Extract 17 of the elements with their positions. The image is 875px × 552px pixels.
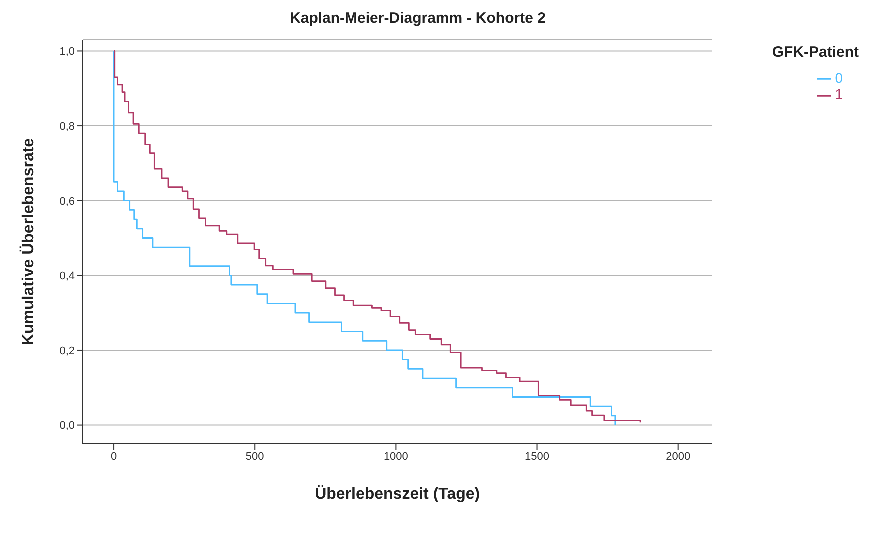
y-tick-label: 1,0 bbox=[60, 46, 75, 58]
legend-title: GFK-Patient bbox=[772, 44, 859, 61]
x-tick-label: 2000 bbox=[666, 450, 691, 463]
x-tick-label: 1000 bbox=[384, 450, 408, 463]
legend-label: 1 bbox=[835, 86, 843, 102]
y-tick-label: 0,2 bbox=[60, 345, 75, 358]
x-axis-title: Überlebenszeit (Tage) bbox=[315, 485, 480, 503]
chart-title: Kaplan-Meier-Diagramm - Kohorte 2 bbox=[289, 10, 547, 27]
x-tick-label: 0 bbox=[110, 450, 118, 463]
legend-label: 0 bbox=[835, 70, 843, 86]
y-axis-title: Kumulative Überlebensrate bbox=[20, 138, 38, 346]
y-tick-label: 0,4 bbox=[60, 270, 75, 283]
y-tick-label: 0,0 bbox=[60, 420, 75, 432]
x-tick-label: 1500 bbox=[525, 450, 550, 463]
y-tick-label: 0,8 bbox=[60, 120, 75, 133]
x-tick-label: 500 bbox=[246, 450, 264, 463]
y-tick-label: 0,6 bbox=[60, 196, 75, 208]
